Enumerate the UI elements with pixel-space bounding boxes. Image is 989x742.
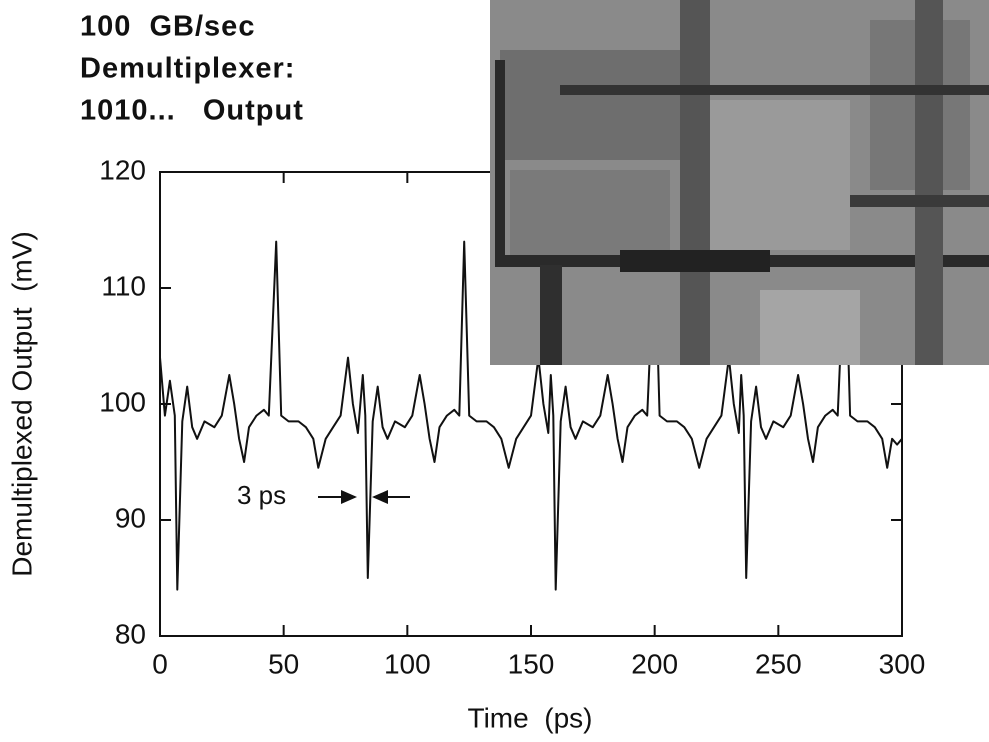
x-tick-label: 250 bbox=[755, 648, 802, 679]
x-tick-label: 0 bbox=[152, 648, 168, 679]
inset-trace bbox=[495, 60, 505, 265]
annotation-arrows bbox=[318, 490, 410, 504]
x-axis-label: Time (ps) bbox=[468, 702, 593, 733]
title-line: 100 GB/sec bbox=[80, 11, 255, 43]
x-tick-label: 100 bbox=[384, 648, 431, 679]
arrow-head bbox=[372, 490, 388, 504]
inset-trace bbox=[850, 195, 989, 207]
x-tick-label: 200 bbox=[631, 648, 678, 679]
x-tick-label: 300 bbox=[879, 648, 926, 679]
title-line: Demultiplexer: bbox=[80, 53, 295, 85]
y-tick-label: 100 bbox=[99, 386, 146, 417]
inset-trace bbox=[620, 250, 770, 272]
y-axis-label: Demultiplexed Output (mV) bbox=[6, 231, 37, 576]
y-tick-label: 120 bbox=[99, 154, 146, 185]
inset-block bbox=[760, 290, 860, 365]
title-line: 1010... Output bbox=[80, 95, 304, 127]
y-tick-label: 80 bbox=[115, 618, 146, 649]
inset-trace bbox=[915, 0, 943, 365]
inset-trace bbox=[680, 0, 710, 365]
annotation: 3 ps bbox=[237, 480, 286, 510]
inset-trace bbox=[540, 265, 562, 365]
y-tick-label: 90 bbox=[115, 502, 146, 533]
inset-block bbox=[510, 170, 670, 260]
inset-trace bbox=[560, 85, 989, 95]
arrow-head bbox=[341, 490, 357, 504]
inset-block bbox=[690, 100, 850, 250]
y-tick-label: 110 bbox=[101, 270, 146, 301]
x-tick-label: 150 bbox=[508, 648, 555, 679]
inset-block bbox=[500, 50, 680, 160]
inset-micrograph bbox=[490, 0, 989, 365]
x-tick-label: 50 bbox=[268, 648, 299, 679]
